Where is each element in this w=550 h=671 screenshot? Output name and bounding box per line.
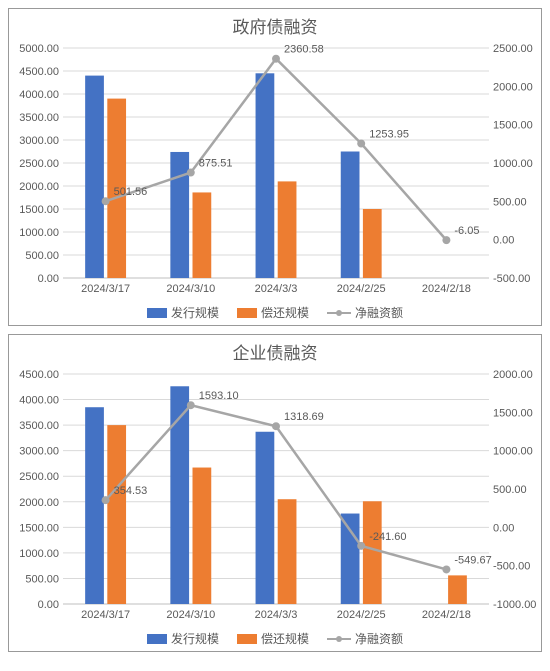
svg-text:2500.00: 2500.00	[19, 471, 59, 483]
bar-series2	[363, 501, 382, 604]
line-marker	[187, 169, 195, 177]
legend-label: 偿还规模	[261, 304, 309, 321]
bar-series1	[341, 514, 360, 604]
bar-series2	[363, 209, 382, 278]
svg-text:3000.00: 3000.00	[19, 446, 59, 458]
svg-text:5000.00: 5000.00	[19, 43, 59, 55]
svg-text:1000.00: 1000.00	[19, 227, 59, 239]
line-value-label: 1253.95	[369, 129, 409, 141]
svg-text:1500.00: 1500.00	[493, 407, 533, 419]
svg-text:2024/2/18: 2024/2/18	[422, 283, 471, 295]
bar-series1	[85, 76, 104, 278]
bar-series1	[85, 407, 104, 604]
legend-label: 偿还规模	[261, 630, 309, 647]
bar-series2	[193, 468, 212, 604]
legend-item-line: 净融资额	[327, 630, 403, 647]
svg-text:2500.00: 2500.00	[19, 158, 59, 170]
chart-panel: 企业债融资 0.00 500.00 1000.00 1500.00 2000.00 250…	[8, 334, 542, 652]
bar-series1	[256, 432, 275, 604]
svg-text:3000.00: 3000.00	[19, 135, 59, 147]
svg-text:500.00: 500.00	[493, 196, 527, 208]
svg-text:3500.00: 3500.00	[19, 112, 59, 124]
svg-text:-500.00: -500.00	[493, 273, 530, 285]
line-marker	[272, 55, 280, 63]
chart-title: 政府债融资	[11, 13, 539, 38]
line-value-label: 1593.10	[199, 390, 239, 402]
line-value-label: 1318.69	[284, 411, 324, 423]
legend-item-bar2: 偿还规模	[237, 304, 309, 321]
svg-text:2024/3/10: 2024/3/10	[166, 609, 215, 621]
legend: 发行规模 偿还规模 净融资额	[11, 626, 539, 649]
svg-text:2024/2/25: 2024/2/25	[337, 283, 386, 295]
bar-series1	[170, 152, 189, 278]
svg-text:2024/2/25: 2024/2/25	[337, 609, 386, 621]
svg-text:0.00: 0.00	[493, 522, 514, 534]
line-value-label: 354.53	[114, 485, 148, 497]
line-value-label: 2360.58	[284, 44, 324, 56]
line-marker	[357, 140, 365, 148]
svg-text:500.00: 500.00	[25, 573, 59, 585]
legend-item-bar1: 发行规模	[147, 304, 219, 321]
svg-text:1500.00: 1500.00	[19, 204, 59, 216]
line-value-label: 875.51	[199, 158, 233, 170]
legend-label: 发行规模	[171, 304, 219, 321]
legend-label: 发行规模	[171, 630, 219, 647]
svg-text:1500.00: 1500.00	[19, 522, 59, 534]
svg-text:4000.00: 4000.00	[19, 89, 59, 101]
svg-text:500.00: 500.00	[493, 484, 527, 496]
svg-text:2024/3/17: 2024/3/17	[81, 283, 130, 295]
line-value-label: -6.05	[454, 225, 479, 237]
line-marker	[102, 197, 110, 205]
svg-text:-1000.00: -1000.00	[493, 599, 536, 611]
chart-title: 企业债融资	[11, 339, 539, 364]
svg-text:2000.00: 2000.00	[493, 81, 533, 93]
legend-label: 净融资额	[355, 630, 403, 647]
line-marker	[102, 496, 110, 504]
legend-item-bar1: 发行规模	[147, 630, 219, 647]
svg-text:3500.00: 3500.00	[19, 420, 59, 432]
bar-series2	[278, 499, 297, 604]
svg-text:4000.00: 4000.00	[19, 395, 59, 407]
bar-series1	[256, 73, 275, 278]
svg-text:0.00: 0.00	[493, 235, 514, 247]
bar-series1	[341, 152, 360, 279]
legend: 发行规模 偿还规模 净融资额	[11, 300, 539, 323]
line-marker	[357, 542, 365, 550]
line-value-label: -549.67	[454, 554, 491, 566]
svg-text:500.00: 500.00	[25, 250, 59, 262]
chart-panel: 政府债融资 0.00 500.00 1000.00 1500.00 2000.00 250…	[8, 8, 542, 326]
svg-text:1000.00: 1000.00	[19, 548, 59, 560]
svg-text:2024/3/10: 2024/3/10	[166, 283, 215, 295]
legend-item-line: 净融资额	[327, 304, 403, 321]
svg-text:2024/2/18: 2024/2/18	[422, 609, 471, 621]
legend-label: 净融资额	[355, 304, 403, 321]
svg-text:2000.00: 2000.00	[493, 369, 533, 381]
svg-text:1000.00: 1000.00	[493, 158, 533, 170]
svg-text:4500.00: 4500.00	[19, 369, 59, 381]
svg-text:0.00: 0.00	[38, 599, 59, 611]
svg-text:2024/3/17: 2024/3/17	[81, 609, 130, 621]
line-series	[106, 59, 447, 240]
svg-text:2024/3/3: 2024/3/3	[255, 283, 298, 295]
line-marker	[442, 565, 450, 573]
line-marker	[272, 422, 280, 430]
bar-series2	[278, 181, 297, 278]
bar-series2	[448, 575, 467, 604]
svg-text:4500.00: 4500.00	[19, 66, 59, 78]
svg-text:2500.00: 2500.00	[493, 43, 533, 55]
svg-text:1500.00: 1500.00	[493, 120, 533, 132]
line-value-label: -241.60	[369, 531, 406, 543]
line-value-label: 501.56	[114, 186, 148, 198]
bar-series2	[107, 425, 126, 604]
svg-text:0.00: 0.00	[38, 273, 59, 285]
svg-text:2000.00: 2000.00	[19, 497, 59, 509]
svg-text:2000.00: 2000.00	[19, 181, 59, 193]
line-marker	[187, 401, 195, 409]
svg-text:-500.00: -500.00	[493, 561, 530, 573]
legend-item-bar2: 偿还规模	[237, 630, 309, 647]
svg-text:2024/3/3: 2024/3/3	[255, 609, 298, 621]
line-marker	[442, 236, 450, 244]
bar-series2	[193, 192, 212, 278]
svg-text:1000.00: 1000.00	[493, 446, 533, 458]
